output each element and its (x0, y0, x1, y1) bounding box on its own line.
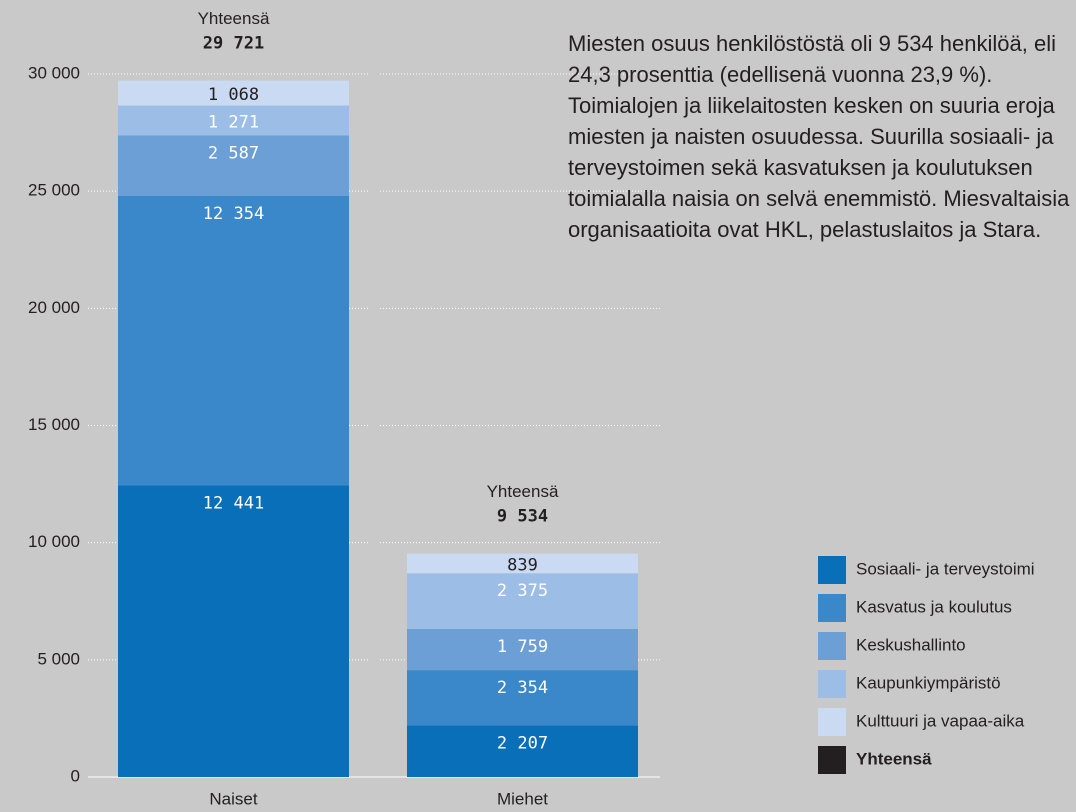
y-tick-label: 20 000 (28, 298, 80, 317)
y-tick-label: 30 000 (28, 63, 80, 82)
y-tick-label: 15 000 (28, 415, 80, 434)
legend-swatch (818, 746, 846, 774)
bar-segment (118, 135, 349, 196)
legend-swatch (818, 632, 846, 660)
legend-swatch (818, 594, 846, 622)
bar-segment (407, 628, 638, 671)
x-tick-label: Miehet (497, 789, 548, 808)
value-label: 1 759 (497, 637, 548, 657)
annotation: Miesten osuus henkilöstöstä oli 9 534 he… (568, 31, 1070, 242)
value-label: 2 354 (497, 678, 548, 698)
legend-label: Sosiaali- ja terveystoimi (856, 559, 1035, 578)
legend-swatch (818, 556, 846, 584)
bar-segment (118, 105, 349, 136)
total-title: Yhteensä (198, 9, 270, 28)
legend-swatch (818, 708, 846, 736)
bar-segment (118, 195, 349, 486)
legend-swatch (818, 670, 846, 698)
legend-label: Kaupunkiympäristö (856, 673, 1001, 692)
value-label: 839 (507, 555, 538, 575)
x-tick-label: Naiset (209, 789, 257, 808)
total-label: 9 534 (497, 507, 548, 527)
y-tick-label: 10 000 (28, 532, 80, 551)
total-label: 29 721 (203, 34, 264, 54)
value-label: 2 587 (208, 143, 259, 163)
bar-segment (407, 573, 638, 629)
bar-segment (407, 670, 638, 726)
legend-label: Yhteensä (856, 749, 932, 768)
legend-label: Kasvatus ja koulutus (856, 597, 1012, 616)
value-label: 2 375 (497, 581, 548, 601)
value-label: 1 068 (208, 85, 259, 105)
bar-segment (407, 553, 638, 574)
bar-segment (118, 485, 349, 777)
total-title: Yhteensä (487, 482, 559, 501)
value-label: 12 354 (203, 204, 264, 224)
legend-label: Keskushallinto (856, 635, 966, 654)
value-label: 1 271 (208, 112, 259, 132)
value-label: 12 441 (203, 493, 264, 513)
y-tick-label: 25 000 (28, 181, 80, 200)
value-label: 2 207 (497, 733, 548, 753)
y-tick-label: 0 (71, 766, 80, 785)
legend-label: Kulttuuri ja vapaa-aika (856, 711, 1025, 730)
bar-segment (118, 80, 349, 106)
y-tick-label: 5 000 (37, 649, 80, 668)
bar-segment (407, 725, 638, 777)
